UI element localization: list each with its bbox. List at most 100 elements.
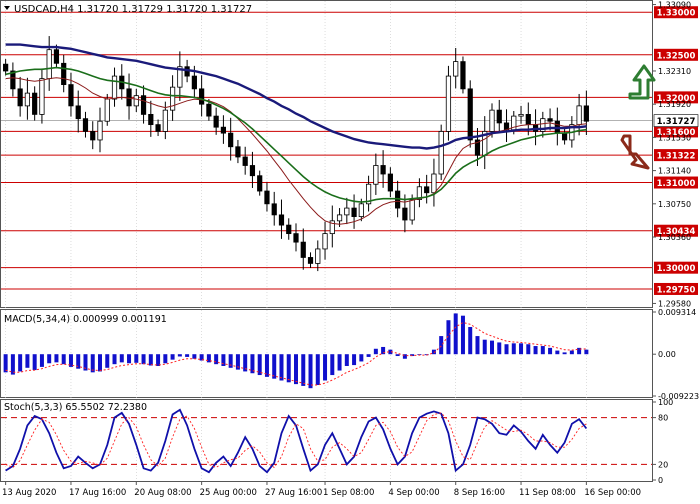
macd-tick-label: 0.009314 — [658, 308, 696, 317]
candle-body — [402, 207, 408, 221]
time-tick-label: 8 Sep 16:00 — [454, 488, 505, 498]
candle-body — [3, 63, 9, 72]
macd-bar — [257, 354, 262, 376]
macd-bar — [3, 354, 8, 373]
candle-body — [97, 120, 103, 141]
candle-body — [293, 233, 299, 243]
candle-body — [431, 173, 437, 194]
macd-bar — [83, 354, 88, 371]
candle-body — [322, 233, 328, 250]
macd-bar — [98, 354, 102, 372]
candle-body — [177, 66, 183, 88]
candle-body — [140, 95, 147, 115]
candle-body — [561, 132, 568, 141]
macd-tick-label: 0.00 — [658, 350, 676, 359]
macd-bar — [569, 350, 574, 355]
macd-bar — [352, 354, 357, 366]
macd-bar — [548, 347, 553, 355]
price-tick-label: 1.33090 — [658, 1, 691, 10]
candle-body — [315, 248, 321, 264]
current-price-label: 1.31727 — [657, 117, 696, 127]
ma-short-line — [5, 77, 587, 225]
candle-body — [453, 61, 459, 77]
candle-body — [489, 109, 495, 132]
candle-body — [336, 214, 343, 222]
candle-body — [424, 186, 430, 194]
macd-bar — [54, 354, 59, 363]
level-label: 1.31000 — [657, 179, 696, 189]
macd-bar — [192, 354, 197, 359]
macd-bar — [61, 354, 66, 365]
macd-bar — [243, 354, 248, 372]
macd-bar — [308, 354, 313, 389]
level-label: 1.32000 — [657, 94, 696, 104]
candle-body — [228, 132, 234, 148]
candle-body — [24, 92, 31, 107]
macd-bar — [47, 354, 52, 364]
macd-bar — [315, 354, 320, 386]
price-tick-label: 1.32310 — [658, 67, 691, 76]
macd-bar — [388, 349, 393, 355]
macd-bar — [163, 354, 168, 364]
macd-bar — [25, 354, 30, 368]
candle-body — [416, 186, 423, 200]
macd-bar — [330, 354, 335, 376]
time-tick-label: 27 Aug 16:00 — [265, 488, 322, 498]
candle-body — [68, 84, 74, 107]
level-label-box — [654, 261, 698, 274]
macd-bar — [32, 354, 37, 371]
macd-bar — [250, 354, 255, 374]
candle-body — [133, 95, 139, 107]
candle-body — [199, 88, 205, 105]
candle-body — [10, 70, 16, 90]
candle-body — [235, 146, 241, 158]
time-tick-label: 20 Aug 08:00 — [134, 488, 191, 498]
macd-bar — [366, 354, 371, 357]
arrow-up-icon — [628, 64, 656, 100]
candle-body — [75, 105, 81, 120]
time-tick-label: 25 Aug 00:00 — [200, 488, 257, 498]
macd-bar — [68, 354, 73, 367]
candle-body — [365, 183, 372, 205]
collapse-triangle-icon[interactable] — [4, 6, 10, 10]
macd-bar — [76, 354, 81, 369]
stoch-tick-label: 80 — [658, 414, 668, 423]
macd-bar — [475, 336, 480, 355]
candle-body — [148, 114, 154, 126]
macd-bar — [497, 342, 502, 355]
candle-body — [39, 78, 45, 115]
stoch-signal-line — [5, 412, 587, 469]
macd-bar — [439, 336, 444, 355]
price-tick-label: 1.30360 — [658, 233, 691, 242]
time-axis: 13 Aug 2020 17 Aug 16:00 20 Aug 08:00 25 Au… — [2, 481, 641, 498]
candle-body — [525, 114, 531, 126]
grid — [5, 1, 587, 481]
stoch-tick-label: 0 — [658, 476, 663, 485]
candle-body — [82, 118, 89, 132]
candle-body — [344, 207, 350, 216]
candle-body — [257, 175, 263, 192]
price-tick-label: 1.31920 — [658, 100, 691, 109]
macd-bar — [584, 349, 589, 355]
candles — [3, 36, 589, 272]
macd-bar — [562, 352, 567, 355]
price-tick-label: 1.31140 — [658, 167, 691, 176]
macd-bar — [453, 313, 458, 355]
candle-body — [61, 62, 67, 85]
level-label: 1.29750 — [657, 285, 696, 295]
macd-bar — [511, 343, 516, 355]
candle-body — [496, 109, 502, 124]
stochastic-lines — [1, 408, 652, 474]
candle-body — [547, 118, 553, 122]
macd-bar — [206, 354, 211, 363]
macd-label: MACD(5,34,4) 0.000999 0.001191 — [4, 314, 167, 325]
level-label-box — [654, 224, 698, 237]
time-tick-label: 13 Aug 2020 — [2, 488, 56, 498]
macd-bar — [127, 354, 132, 364]
candle-body — [380, 165, 386, 175]
macd-bar — [555, 350, 560, 355]
arrow-down-icon — [620, 134, 650, 170]
candle-body — [576, 105, 582, 126]
macd-bar — [504, 344, 509, 355]
